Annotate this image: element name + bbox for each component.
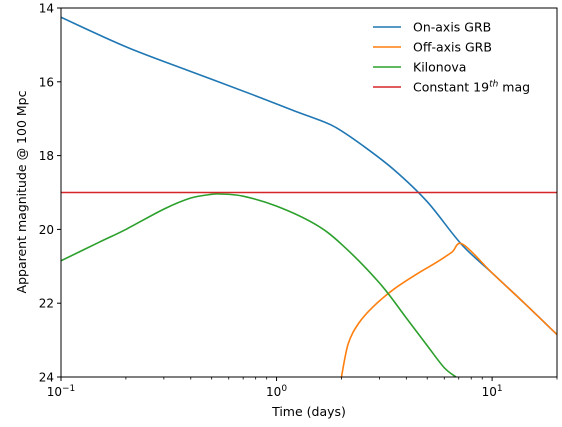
y-tick-label: 24 [39, 371, 54, 385]
y-tick-label: 16 [39, 75, 54, 89]
x-axis-label: Time (days) [271, 404, 346, 419]
legend-label: Off-axis GRB [413, 40, 492, 55]
legend-label: On-axis GRB [413, 20, 491, 35]
legend-label: Kilonova [413, 60, 466, 75]
x-tick-label: 100 [266, 384, 287, 399]
x-tick-label: 101 [482, 384, 503, 399]
series-layer [61, 16, 557, 377]
plot-frame [60, 7, 558, 378]
legend-label: Constant 19th mag [413, 80, 530, 95]
y-tick-label: 20 [39, 223, 54, 237]
legend: On-axis GRB Off-axis GRB Kilonova Constant … [373, 20, 530, 95]
series-line-on-axis-grb [61, 16, 557, 336]
y-tick-label: 18 [39, 149, 54, 163]
series-line-kilonova [61, 192, 457, 377]
series-line-off-axis-grb [340, 242, 557, 377]
y-axis-ticks: 14 16 18 20 22 24 [39, 2, 61, 385]
x-axis-ticks: 10−1 100 101 [47, 377, 558, 399]
x-tick-label: 10−1 [47, 384, 76, 399]
y-axis-label: Apparent magnitude @ 100 Mpc [14, 90, 29, 293]
y-tick-label: 22 [39, 297, 54, 311]
y-tick-label: 14 [39, 2, 54, 16]
